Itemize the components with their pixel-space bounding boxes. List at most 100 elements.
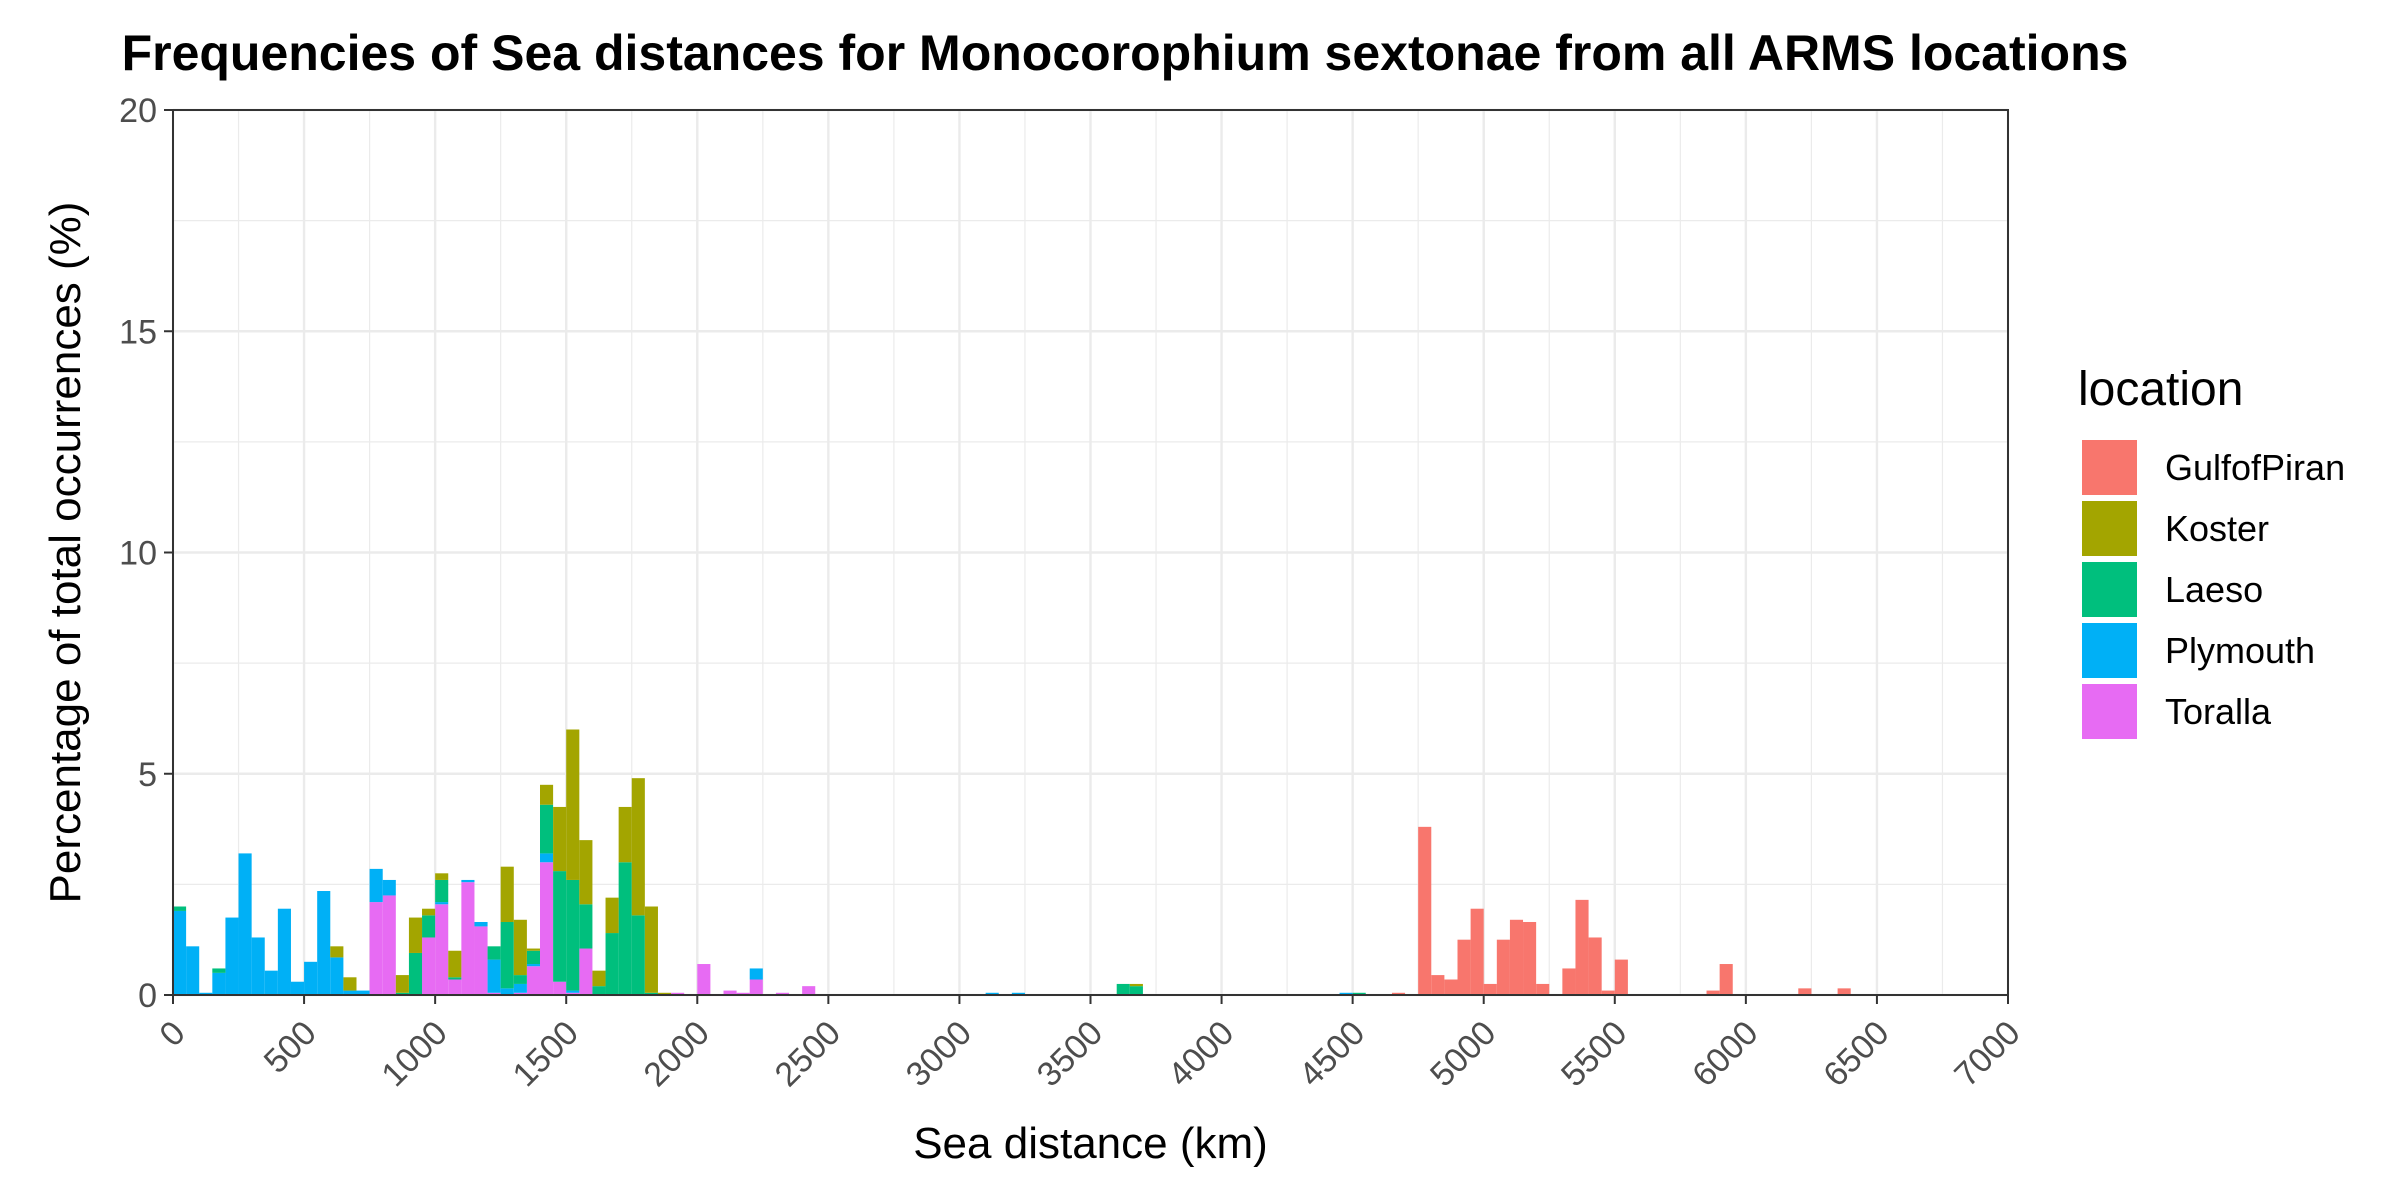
bar-plymouth	[513, 983, 527, 993]
x-tick-label: 2000	[637, 1014, 717, 1094]
y-tick-label: 0	[138, 977, 157, 1015]
bar-gulfofpiran	[1562, 968, 1576, 995]
bar-koster	[448, 950, 462, 978]
stacked-bars	[173, 729, 1851, 995]
x-tick-label: 4500	[1292, 1014, 1372, 1094]
y-tick-label: 10	[119, 535, 157, 573]
y-tick-label: 15	[119, 313, 157, 351]
bar-plymouth	[264, 970, 278, 995]
legend-swatch-toralla	[2082, 684, 2137, 739]
y-tick-label: 5	[138, 756, 157, 794]
bar-toralla	[736, 992, 750, 995]
bar-laeso	[526, 950, 540, 965]
bar-toralla	[671, 992, 685, 995]
bar-plymouth	[290, 981, 305, 995]
bar-plymouth	[173, 910, 187, 995]
bar-plymouth	[566, 990, 580, 993]
x-tick-label: 2500	[768, 1014, 848, 1094]
bar-plymouth	[1339, 992, 1353, 995]
bar-plymouth	[500, 988, 514, 995]
chart-title: Frequencies of Sea distances for Monocor…	[121, 25, 2129, 81]
bar-gulfofpiran	[1601, 990, 1615, 995]
bar-plymouth	[461, 879, 475, 883]
y-tick-label: 20	[119, 92, 157, 130]
bar-plymouth	[238, 853, 252, 995]
x-axis: 0 500 1000 1500 2000 2500 3000 3500 4000 4500 5000…	[152, 995, 2028, 1094]
bar-gulfofpiran	[1523, 921, 1537, 995]
bar-toralla	[448, 979, 462, 995]
legend-swatch-koster	[2082, 501, 2137, 556]
bar-plymouth	[749, 968, 763, 980]
bar-koster	[435, 873, 449, 880]
x-tick-label: 3500	[1030, 1014, 1110, 1094]
bar-toralla	[540, 862, 554, 995]
bar-plymouth	[540, 853, 554, 863]
bar-laeso	[435, 879, 449, 903]
bar-toralla	[566, 992, 580, 995]
bar-koster	[657, 992, 672, 995]
bar-gulfofpiran	[1588, 937, 1602, 995]
bar-plymouth	[330, 957, 344, 995]
bar-koster	[500, 866, 514, 922]
bar-koster	[1129, 983, 1143, 987]
bar-gulfofpiran	[1391, 992, 1406, 995]
bar-plymouth	[304, 961, 318, 995]
bar-gulfofpiran	[1496, 939, 1510, 995]
bar-gulfofpiran	[1798, 988, 1812, 995]
bar-plymouth	[474, 921, 488, 927]
bar-plymouth	[186, 946, 200, 995]
legend: location GulfofPiran Koster Laeso Plymouth T…	[2078, 363, 2345, 739]
bar-laeso	[579, 904, 593, 949]
bar-koster	[644, 906, 658, 993]
bar-gulfofpiran	[1706, 990, 1720, 995]
x-tick-label: 1000	[374, 1014, 454, 1094]
bar-toralla	[579, 948, 593, 995]
bar-plymouth	[277, 908, 291, 995]
x-axis-title: Sea distance (km)	[913, 1119, 1268, 1168]
bar-koster	[579, 840, 593, 905]
bar-gulfofpiran	[1483, 983, 1497, 995]
x-tick-label: 6500	[1816, 1014, 1896, 1094]
bar-gulfofpiran	[1457, 939, 1471, 995]
bar-gulfofpiran	[1431, 975, 1445, 995]
bar-laeso	[540, 804, 554, 854]
bar-gulfofpiran	[1444, 979, 1458, 995]
gridlines	[171, 108, 2010, 997]
legend-label-laeso: Laeso	[2165, 569, 2263, 610]
bar-plymouth	[251, 937, 265, 995]
bar-laeso	[487, 946, 501, 960]
bar-koster	[566, 729, 580, 880]
bar-plymouth	[1011, 992, 1025, 995]
legend-label-toralla: Toralla	[2165, 691, 2272, 732]
bar-koster	[526, 948, 540, 951]
bar-toralla	[553, 981, 567, 995]
bar-plymouth	[225, 917, 239, 995]
x-tick-label: 3000	[899, 1014, 979, 1094]
legend-swatch-gulfofpiran	[2082, 440, 2137, 495]
bar-laeso	[1129, 986, 1143, 995]
bar-gulfofpiran	[1837, 988, 1851, 995]
bar-toralla	[369, 902, 383, 995]
bar-laeso	[1352, 992, 1366, 995]
bar-toralla	[487, 992, 501, 995]
bar-gulfofpiran	[1536, 983, 1550, 995]
bar-toralla	[435, 904, 449, 995]
bar-koster	[330, 946, 344, 958]
bar-laeso	[631, 915, 645, 995]
bar-plymouth	[435, 902, 449, 905]
bar-toralla	[474, 926, 488, 995]
legend-swatch-laeso	[2082, 562, 2137, 617]
bar-plymouth	[199, 992, 213, 995]
bar-plymouth	[382, 879, 396, 896]
bar-toralla	[461, 882, 475, 995]
bar-plymouth	[985, 992, 999, 995]
bar-koster	[618, 806, 632, 863]
bar-gulfofpiran	[1418, 826, 1432, 995]
bar-koster	[343, 977, 357, 991]
bar-toralla	[513, 992, 527, 995]
x-tick-label: 4000	[1161, 1014, 1241, 1094]
bar-laeso	[644, 992, 658, 995]
bar-koster	[605, 897, 619, 934]
bar-gulfofpiran	[1575, 899, 1589, 995]
